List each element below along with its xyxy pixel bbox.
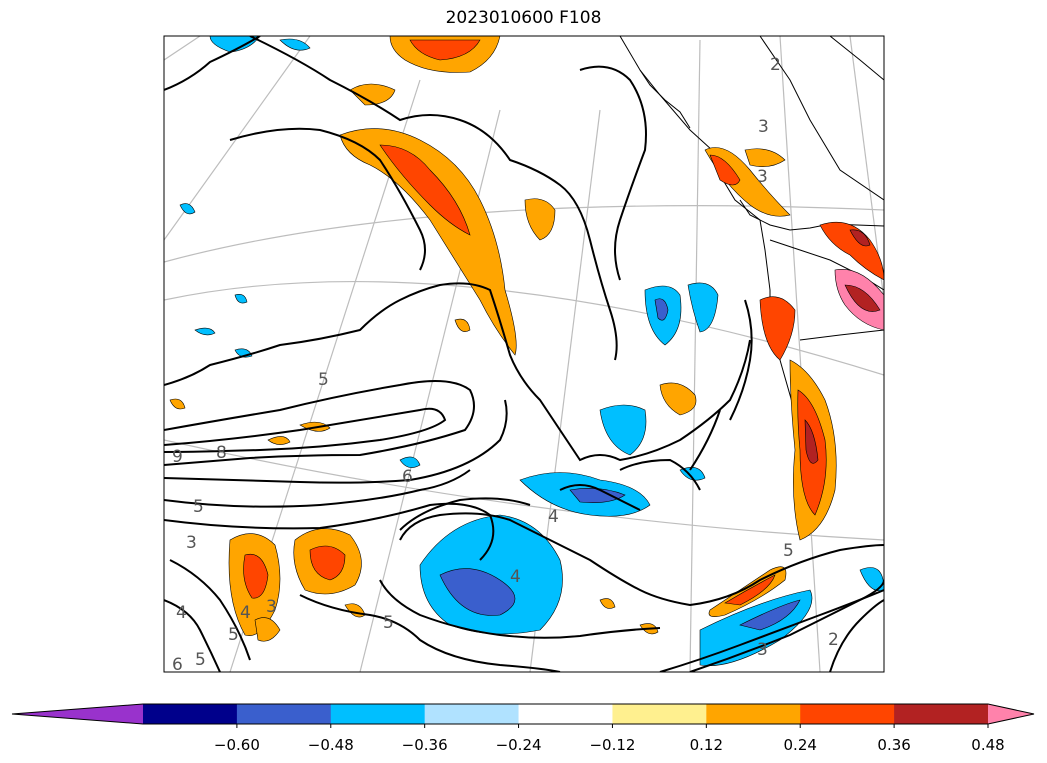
contour-label: 9 (172, 447, 183, 467)
colorbar-segment (706, 704, 801, 724)
colorbar-segment (424, 704, 520, 724)
colorbar-segment (143, 704, 238, 724)
contour-label: 6 (172, 655, 183, 675)
colorbar-extend-min (12, 704, 143, 724)
colorbar-tick-label: 0.48 (971, 736, 1004, 754)
contour-label: 4 (510, 567, 521, 587)
coastline (619, 36, 884, 461)
colorbar-segment (894, 704, 989, 724)
contour-label: 3 (186, 533, 197, 553)
map-panel: 3 3 2 5 9 8 6 4 4 4 5 5 3 2 5 5 6 5 3 3 … (163, 35, 885, 675)
contour-label: 5 (383, 613, 394, 633)
contour-label: 2 (828, 630, 839, 650)
contour-label: 2 (770, 55, 781, 75)
colorbar-tick-label: −0.60 (214, 736, 260, 754)
contour-label: 5 (195, 650, 206, 670)
contour-label: 8 (216, 443, 227, 463)
contour-label: 3 (266, 597, 277, 617)
contour-label: 3 (758, 117, 769, 137)
contour-labels: 3 3 2 5 9 8 6 4 4 4 5 5 3 2 5 5 6 5 3 3 … (172, 55, 839, 675)
colorbar-tick-label: −0.48 (308, 736, 354, 754)
contour-label: 4 (240, 603, 251, 623)
colorbar-segment (518, 704, 613, 724)
colorbar-tick-label: 0.12 (690, 736, 723, 754)
contour-label: 5 (228, 625, 239, 645)
colorbar-extend-max (988, 704, 1034, 724)
colorbar-tick-label: −0.12 (589, 736, 635, 754)
positive-anomaly-fill (169, 36, 884, 642)
colorbar-tick-label: −0.24 (496, 736, 542, 754)
colorbar-segment (612, 704, 707, 724)
colorbar-segment (330, 704, 426, 724)
map-title: 2023010600 F108 (445, 8, 602, 28)
colorbar-segment (800, 704, 895, 724)
contour-label: 4 (176, 603, 187, 623)
colorbar-segments (11, 703, 1035, 725)
colorbar-tick-label: 0.24 (784, 736, 817, 754)
colorbar-segment (236, 704, 332, 724)
colorbar-tick-label: 0.36 (877, 736, 910, 754)
map-frame (163, 35, 885, 673)
colorbar-ticks: −0.60 −0.48 −0.36 −0.24 −0.12 0.12 0.24 0.36 0.4… (214, 724, 1005, 754)
contour-lines (164, 36, 884, 672)
contour-label: 5 (783, 541, 794, 561)
contour-label: 4 (548, 507, 559, 527)
contour-label: 6 (402, 467, 413, 487)
colorbar-outline (11, 703, 1035, 725)
contour-label: 3 (757, 167, 768, 187)
contour-label: 5 (318, 370, 329, 390)
contour-label: 3 (757, 640, 768, 660)
negative-anomaly-fill (179, 36, 884, 666)
contour-label: 5 (193, 497, 204, 517)
colorbar-tick-label: −0.36 (402, 736, 448, 754)
